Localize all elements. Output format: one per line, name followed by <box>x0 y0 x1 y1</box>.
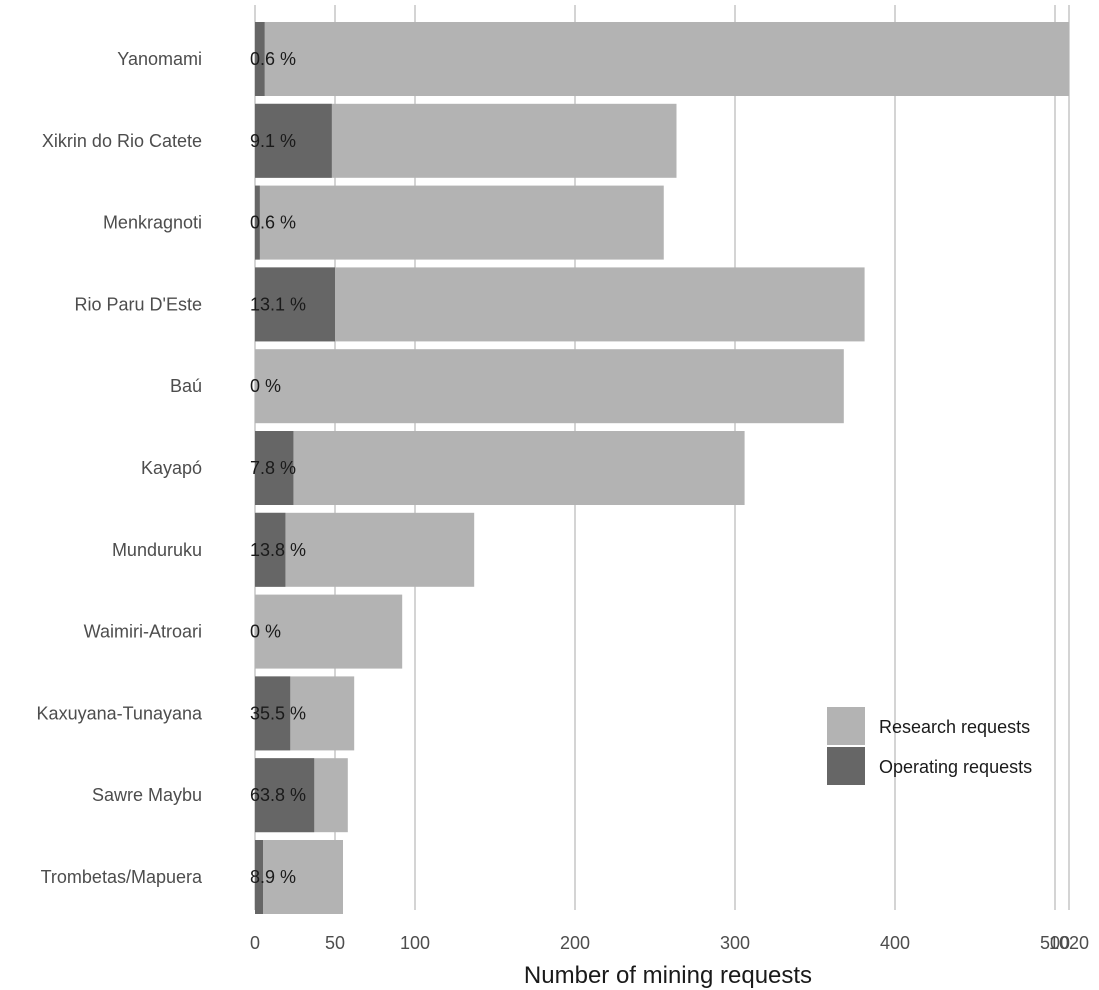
bar-operating-5 <box>255 431 294 505</box>
x-axis-title: Number of mining requests <box>524 962 812 989</box>
bar-operating-1 <box>255 103 332 178</box>
category-labels: Yanomami Xikrin do Rio Catete Menkragnoti R… <box>37 49 203 887</box>
bars <box>255 22 1069 914</box>
category-label: Kayapó <box>141 458 202 478</box>
category-label: Xikrin do Rio Catete <box>42 131 202 151</box>
category-label: Sawre Maybu <box>92 785 202 805</box>
bar-value-label: 8.9 % <box>250 867 296 887</box>
bar-value-label: 7.8 % <box>250 458 296 478</box>
bar-research-5 <box>255 431 745 505</box>
bar-operating-10 <box>255 840 263 914</box>
legend-label-1: Operating requests <box>879 757 1032 777</box>
bar-value-label: 0.6 % <box>250 213 296 233</box>
bar-operating-6 <box>255 512 286 587</box>
legend-label-0: Research requests <box>879 717 1030 737</box>
x-tick-50: 50 <box>325 933 345 953</box>
bar-labels: 0.6 % 9.1 % 0.6 % 13.1 % 0 % 7.8 % 13.8 % 0 % 35… <box>250 49 306 887</box>
x-tick-400: 400 <box>880 933 910 953</box>
bar-research-3 <box>255 267 865 342</box>
x-tick-300: 300 <box>720 933 750 953</box>
category-label: Trombetas/Mapuera <box>41 867 203 887</box>
x-tick-1020: 1020 <box>1049 933 1089 953</box>
category-label: Waimiri-Atroari <box>84 622 202 642</box>
x-tick-100: 100 <box>400 933 430 953</box>
bar-value-label: 0 % <box>250 376 281 396</box>
bar-research-10 <box>255 840 343 914</box>
x-tick-500: 500 <box>1040 933 1070 953</box>
bar-value-label: 0 % <box>250 622 281 642</box>
bar-operating-8 <box>255 676 291 751</box>
x-tick-0: 0 <box>250 933 260 953</box>
category-label: Menkragnoti <box>103 213 202 233</box>
category-label: Baú <box>170 376 202 396</box>
category-label: Kaxuyana-Tunayana <box>37 703 203 723</box>
bar-value-label: 35.5 % <box>250 703 306 723</box>
bar-operating-9 <box>255 758 315 833</box>
bar-operating-0 <box>255 22 265 96</box>
category-label: Munduruku <box>112 540 202 560</box>
bar-research-7 <box>255 594 403 669</box>
bar-research-4 <box>255 349 844 424</box>
bar-value-label: 9.1 % <box>250 131 296 151</box>
bar-research-6 <box>255 512 475 587</box>
legend-swatch-0 <box>827 707 865 745</box>
x-tick-200: 200 <box>560 933 590 953</box>
bar-value-label: 0.6 % <box>250 49 296 69</box>
bar-value-label: 13.8 % <box>250 540 306 560</box>
bar-operating-2 <box>255 185 260 260</box>
category-label: Rio Paru D'Este <box>75 294 203 314</box>
legend: Research requests Operating requests <box>827 707 1032 785</box>
bar-value-label: 13.1 % <box>250 294 306 314</box>
bar-value-label: 63.8 % <box>250 785 306 805</box>
legend-swatch-1 <box>827 747 865 785</box>
bar-research-0 <box>255 22 1069 96</box>
bar-operating-3 <box>255 267 335 342</box>
bar-research-2 <box>255 185 664 260</box>
category-label: Yanomami <box>117 49 202 69</box>
